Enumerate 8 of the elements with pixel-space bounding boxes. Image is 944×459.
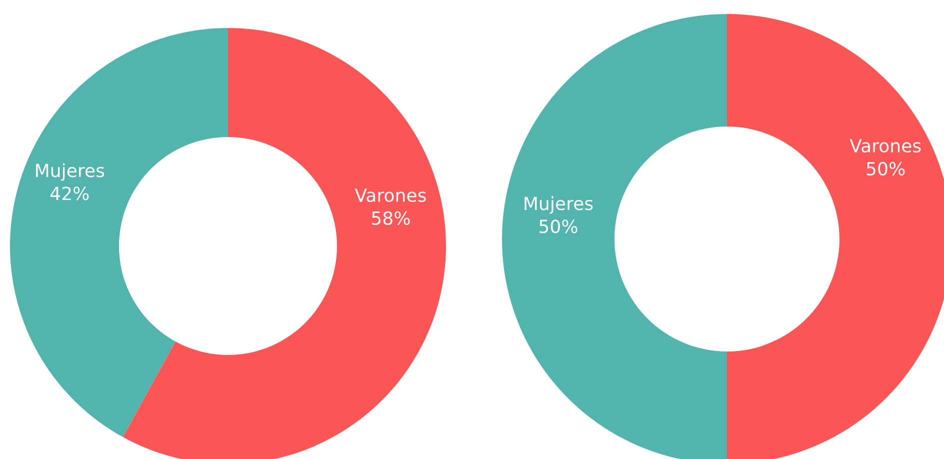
data-label: 58% xyxy=(372,211,410,225)
data-label: 42% xyxy=(50,186,89,200)
data-label: 50% xyxy=(866,162,905,176)
slice-label: Varones xyxy=(850,139,921,153)
slice-label: Varones xyxy=(354,188,426,202)
slice-label: Mujeres xyxy=(36,163,104,181)
data-label: 50% xyxy=(540,220,578,234)
slice-label: Mujeres xyxy=(524,196,593,214)
